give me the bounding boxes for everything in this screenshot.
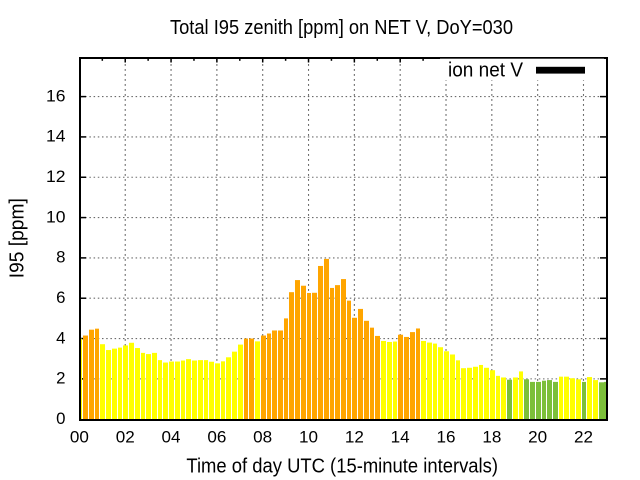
svg-text:10: 10 — [299, 428, 318, 447]
svg-text:4: 4 — [56, 328, 65, 347]
svg-text:6: 6 — [56, 288, 65, 307]
svg-text:12: 12 — [345, 428, 364, 447]
svg-text:10: 10 — [46, 207, 66, 226]
svg-text:ion net V: ion net V — [448, 60, 524, 82]
svg-text:00: 00 — [70, 428, 89, 447]
svg-text:18: 18 — [482, 428, 501, 447]
svg-text:Total I95 zenith [ppm] on NET: Total I95 zenith [ppm] on NET V, DoY=030 — [170, 17, 513, 39]
svg-text:22: 22 — [574, 428, 593, 447]
svg-text:8: 8 — [56, 248, 65, 267]
svg-text:02: 02 — [116, 428, 135, 447]
svg-text:0: 0 — [56, 409, 65, 428]
svg-text:I95 [ppm]: I95 [ppm] — [7, 198, 29, 278]
svg-text:12: 12 — [46, 167, 66, 186]
svg-text:04: 04 — [162, 428, 181, 447]
svg-text:16: 16 — [46, 86, 66, 105]
svg-text:20: 20 — [528, 428, 547, 447]
svg-text:16: 16 — [437, 428, 456, 447]
svg-text:14: 14 — [391, 428, 410, 447]
svg-text:Time of day UTC (15-minute int: Time of day UTC (15-minute intervals) — [186, 456, 498, 478]
svg-text:2: 2 — [56, 369, 65, 388]
svg-text:06: 06 — [207, 428, 226, 447]
svg-text:08: 08 — [253, 428, 272, 447]
svg-text:14: 14 — [46, 127, 66, 146]
